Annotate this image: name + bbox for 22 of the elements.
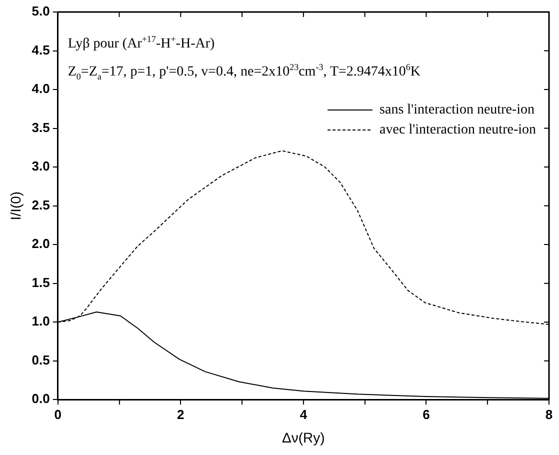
- y-axis-title: I/I(0): [7, 191, 24, 220]
- y-tick-label: 1.5: [32, 274, 50, 290]
- text: Z$_{0}$=Z$_{a}$=17, p=1, p'=0.5, v=0.4, ne=2x10$^{23}$cm$^{-3}$, T=2.9474x10$^{6}$K: [68, 62, 421, 82]
- y-tick-label: 3.0: [32, 158, 50, 174]
- x-tick-label: 4: [300, 406, 308, 422]
- annotation: Lyβ pour (Ar$^{+17}$-H$^{+}$-H-Ar): [68, 34, 215, 53]
- x-axis-title: Δν(Ry): [282, 429, 325, 446]
- y-tick-label: 4.5: [32, 42, 50, 58]
- legend-label: avec l'interaction neutre-ion: [380, 122, 536, 138]
- y-tick-label: 2.5: [32, 197, 50, 212]
- y-tick-label: 3.5: [32, 120, 50, 135]
- x-tick-label: 2: [177, 406, 184, 422]
- y-tick-label: 5.0: [32, 4, 50, 19]
- x-tick-label: 6: [422, 406, 430, 422]
- y-tick-label: 2.0: [32, 236, 50, 252]
- legend-label: sans l'interaction neutre-ion: [380, 102, 534, 118]
- y-tick-label: 0.0: [32, 391, 50, 406]
- y-tick-label: 4.0: [32, 81, 50, 96]
- x-tick-label: 8: [545, 406, 553, 422]
- x-tick-label: 0: [54, 406, 62, 422]
- y-tick-label: 0.5: [32, 352, 50, 368]
- y-tick-label: 1.0: [32, 314, 50, 329]
